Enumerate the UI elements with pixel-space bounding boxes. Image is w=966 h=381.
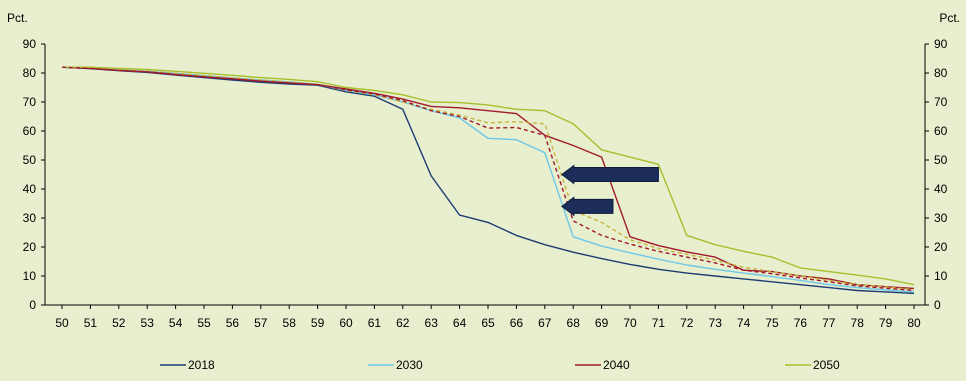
axes: Pct. Pct. 0 0 10 10 20 20 30 30 40 40 50 50 60 60 70 70 80… [7, 11, 960, 330]
legend: 2018 2030 2040 2050 [160, 358, 840, 372]
x-tick-label: 57 [254, 316, 268, 330]
x-tick-label: 51 [84, 316, 98, 330]
y-tick-label-left: 0 [29, 298, 36, 312]
y-tick-label-right: 20 [934, 240, 948, 254]
x-tick-label: 74 [737, 316, 751, 330]
x-tick-label: 80 [907, 316, 921, 330]
y-tick-label-right: 30 [934, 211, 948, 225]
x-tick-label: 71 [652, 316, 666, 330]
y-tick-label-left: 70 [23, 95, 37, 109]
series-line-dashed-5 [61, 66, 915, 292]
y-tick-label-left: 90 [23, 37, 37, 51]
series-line-2040 [61, 66, 915, 290]
y-tick-label-right: 80 [934, 66, 948, 80]
x-tick-label: 52 [112, 316, 126, 330]
x-tick-label: 76 [794, 316, 808, 330]
x-tick-label: 77 [822, 316, 836, 330]
arrow-annotation-2 [561, 196, 614, 217]
y-tick-label-left: 20 [23, 240, 37, 254]
x-tick-label: 79 [879, 316, 893, 330]
y-tick-label-right: 90 [934, 37, 948, 51]
legend-label-2018: 2018 [188, 358, 215, 372]
x-tick-label: 73 [709, 316, 723, 330]
arrow-annotation-1 [561, 164, 659, 185]
series-lines [61, 66, 915, 295]
y-tick-label-right: 10 [934, 269, 948, 283]
series-line-2050 [62, 66, 915, 286]
y-tick-label-left: 60 [23, 124, 37, 138]
y-tick-label-left: 40 [23, 182, 37, 196]
x-tick-label: 59 [311, 316, 325, 330]
x-tick-label: 72 [680, 316, 694, 330]
y-unit-right: Pct. [939, 11, 960, 25]
x-tick-label: 50 [55, 316, 69, 330]
series-line-2018 [61, 66, 915, 295]
x-tick-label: 56 [226, 316, 240, 330]
y-tick-label-left: 30 [23, 211, 37, 225]
series-line-dashed-4 [61, 66, 915, 291]
x-tick-label: 61 [368, 316, 382, 330]
y-tick-label-right: 0 [934, 298, 941, 312]
legend-label-2050: 2050 [813, 358, 840, 372]
y-tick-label-right: 60 [934, 124, 948, 138]
x-tick-label: 65 [481, 316, 495, 330]
x-tick-label: 63 [425, 316, 439, 330]
series-line-2030 [61, 66, 915, 293]
x-tick-label: 66 [510, 316, 524, 330]
x-tick-label: 70 [623, 316, 637, 330]
x-tick-label: 78 [851, 316, 865, 330]
y-tick-label-right: 70 [934, 95, 948, 109]
y-tick-label-right: 40 [934, 182, 948, 196]
x-tick-label: 69 [595, 316, 609, 330]
annotations [561, 164, 659, 217]
x-tick-label: 62 [396, 316, 410, 330]
legend-label-2030: 2030 [396, 358, 423, 372]
x-tick-label: 53 [141, 316, 155, 330]
x-tick-label: 54 [169, 316, 183, 330]
legend-label-2040: 2040 [603, 358, 630, 372]
x-tick-label: 60 [339, 316, 353, 330]
x-tick-label: 75 [765, 316, 779, 330]
x-tick-label: 67 [538, 316, 552, 330]
y-unit-left: Pct. [7, 11, 28, 25]
x-tick-label: 58 [283, 316, 297, 330]
x-tick-label: 64 [453, 316, 467, 330]
x-tick-label: 55 [197, 316, 211, 330]
y-tick-label-left: 80 [23, 66, 37, 80]
y-tick-label-left: 50 [23, 153, 37, 167]
x-tick-label: 68 [567, 316, 581, 330]
y-tick-label-right: 50 [934, 153, 948, 167]
y-tick-label-left: 10 [23, 269, 37, 283]
